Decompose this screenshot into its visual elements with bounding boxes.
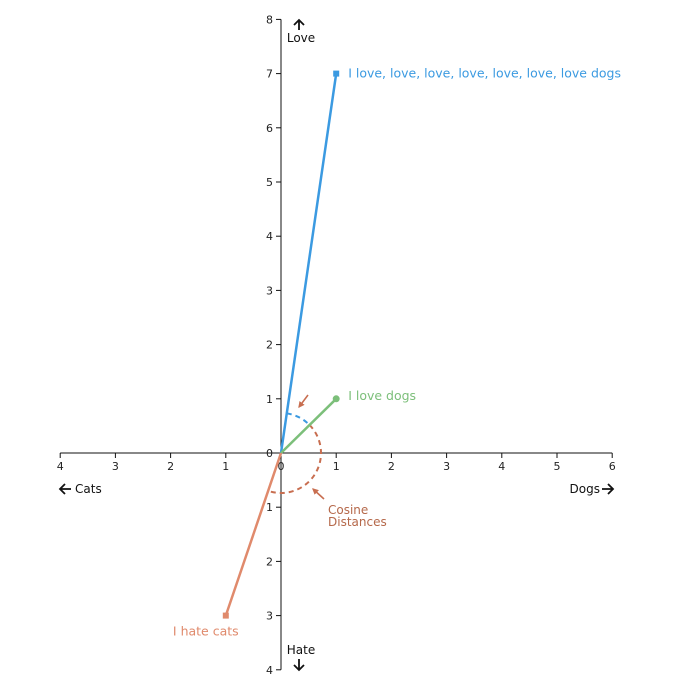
y-tick-label: 8	[266, 13, 273, 26]
x-tick-label: 5	[554, 460, 561, 473]
x-tick: 3	[112, 453, 119, 473]
y-tick: 7	[266, 68, 281, 81]
y-tick-label: 3	[266, 284, 273, 297]
y-tick: 1	[266, 501, 281, 514]
x-tick-label: 4	[498, 460, 505, 473]
y-tick: 4	[266, 664, 281, 677]
x-tick-label: 3	[112, 460, 119, 473]
x-tick: 2	[167, 453, 174, 473]
arrow-right-icon	[602, 483, 615, 495]
cosine-annotation: Cosine Distances	[328, 503, 387, 529]
x-tick-label: 1	[222, 460, 229, 473]
x-tick-label: 3	[443, 460, 450, 473]
y-tick: 3	[266, 284, 281, 297]
y-tick-label: 1	[266, 501, 273, 514]
x-tick: 1	[222, 453, 229, 473]
cosine-distance-arcs	[267, 394, 325, 500]
annotation-line-2: Distances	[328, 515, 387, 529]
direction-labels: Love Hate Cats Dogs	[58, 18, 615, 672]
arc-love-dogs-to-hate-cats	[267, 424, 322, 494]
series-love-love-dogs: I love, love, love, love, love, love, lo…	[279, 66, 621, 454]
y-tick: 1	[266, 393, 281, 406]
y-tick: 4	[266, 230, 281, 243]
x-tick-label: 4	[57, 460, 64, 473]
love-direction: Love	[287, 18, 315, 45]
annotation-arrow-lower	[312, 488, 325, 500]
x-tick-label: 2	[167, 460, 174, 473]
series-love-dogs: I love dogs	[280, 388, 416, 454]
y-tick: 5	[266, 176, 281, 189]
x-tick: 1	[333, 453, 340, 473]
y-tick-label: 0	[266, 447, 273, 460]
dogs-label: Dogs	[570, 482, 600, 496]
data-point	[332, 395, 340, 403]
x-tick: 5	[554, 453, 561, 473]
series-line	[279, 73, 338, 454]
y-tick: 2	[266, 339, 281, 352]
y-tick-label: 2	[266, 339, 273, 352]
data-point	[333, 70, 340, 77]
y-tick-label: 1	[266, 393, 273, 406]
y-ticks: 4 3 2 1 0 1 2 3 4 5 6 7 8	[266, 13, 281, 677]
y-tick-label: 5	[266, 176, 273, 189]
y-tick-label: 4	[266, 664, 273, 677]
annotation-arrow-upper	[298, 394, 309, 409]
x-tick-label: 1	[333, 460, 340, 473]
x-tick: 4	[498, 453, 505, 473]
y-tick: 8	[266, 13, 281, 26]
cats-label: Cats	[75, 482, 102, 496]
x-tick-label: 0	[278, 460, 285, 473]
arrow-left-icon	[58, 483, 71, 495]
series-line	[224, 452, 283, 617]
x-tick: 3	[443, 453, 450, 473]
arrow-down-icon	[293, 659, 305, 672]
series-label: I hate cats	[173, 624, 239, 639]
x-tick-label: 2	[388, 460, 395, 473]
y-tick-label: 6	[266, 122, 273, 135]
y-tick-label: 7	[266, 68, 273, 81]
data-point	[222, 612, 229, 619]
x-tick: 6	[609, 453, 616, 473]
arrow-up-icon	[293, 18, 305, 30]
series-hate-cats: I hate cats	[173, 452, 283, 639]
dogs-direction: Dogs	[570, 482, 615, 496]
y-tick-label: 4	[266, 230, 273, 243]
annotation-line-1: Cosine	[328, 503, 368, 517]
y-tick: 3	[266, 610, 281, 623]
series-line	[280, 397, 338, 454]
hate-label: Hate	[287, 643, 315, 657]
x-tick: 4	[57, 453, 64, 473]
arc-love-love-to-love-dogs	[286, 412, 311, 426]
x-tick: 2	[388, 453, 395, 473]
y-tick: 6	[266, 122, 281, 135]
series-label: I love dogs	[348, 388, 416, 403]
axes: 4 3 2 1 0 1 2 3 4 5 6 4 3 2 1 0 1 2 3 4 5 6 7 8	[57, 13, 616, 676]
hate-direction: Hate	[287, 643, 315, 672]
x-tick-label: 6	[609, 460, 616, 473]
love-label: Love	[287, 31, 315, 45]
x-ticks: 4 3 2 1 0 1 2 3 4 5 6	[57, 453, 616, 473]
series: I love, love, love, love, love, love, lo…	[173, 66, 621, 639]
series-label: I love, love, love, love, love, love, lo…	[348, 66, 621, 81]
y-tick-label: 2	[266, 555, 273, 568]
y-tick: 2	[266, 555, 281, 568]
y-tick-label: 3	[266, 610, 273, 623]
cats-direction: Cats	[58, 482, 102, 496]
